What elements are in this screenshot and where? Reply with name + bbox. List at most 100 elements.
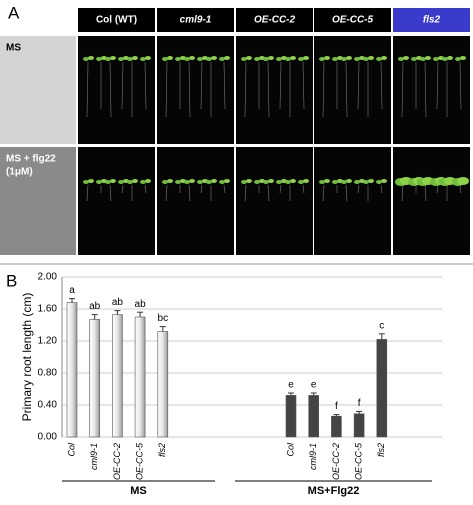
bar <box>66 302 78 438</box>
root <box>279 61 282 110</box>
root <box>279 184 282 194</box>
column-header-bg <box>236 8 313 32</box>
leaf <box>167 56 173 60</box>
leaf <box>189 179 195 183</box>
leaf <box>88 179 94 183</box>
seedling-photo <box>157 147 234 255</box>
leaf <box>197 180 203 184</box>
leaf <box>447 56 453 60</box>
root <box>459 184 462 194</box>
root <box>401 184 404 202</box>
root <box>345 184 348 202</box>
leaf <box>241 57 247 61</box>
y-tick-label: 1.20 <box>38 336 58 347</box>
leaf <box>298 57 304 61</box>
leaf <box>332 180 338 184</box>
bar <box>376 339 388 438</box>
leaf <box>105 57 111 61</box>
leaf <box>290 179 296 183</box>
leaf <box>268 56 274 60</box>
significance-letter: ab <box>112 297 124 308</box>
root <box>267 61 270 118</box>
leaf <box>420 57 426 61</box>
column-header-bg <box>157 8 234 32</box>
significance-letter: e <box>311 380 317 391</box>
column-header: OE-CC-2 <box>254 15 296 26</box>
leaf <box>285 180 291 184</box>
column-header: OE-CC-5 <box>332 15 374 26</box>
leaf <box>303 179 309 183</box>
x-tick-label: OE-CC-2 <box>331 443 341 480</box>
x-tick-label: fls2 <box>157 443 167 457</box>
significance-letter: e <box>288 380 294 391</box>
seedling-photo <box>78 36 155 144</box>
significance-letter: bc <box>158 313 169 324</box>
root <box>424 184 427 202</box>
leaf <box>285 57 291 61</box>
leaf <box>433 57 439 61</box>
x-tick-label: OE-CC-5 <box>134 442 144 480</box>
bar <box>331 415 342 438</box>
leaf <box>319 180 325 184</box>
leaf <box>376 57 382 61</box>
bar <box>157 331 169 438</box>
leaf <box>145 179 151 183</box>
leaf <box>162 57 168 61</box>
leaf <box>354 57 360 61</box>
root <box>322 61 325 118</box>
group-label: MS <box>130 485 147 497</box>
leaf <box>132 179 138 183</box>
seedling-photo <box>157 36 234 144</box>
leaf <box>145 56 151 60</box>
bar <box>89 319 100 438</box>
leaf <box>425 56 431 60</box>
leaf <box>224 179 230 183</box>
row-label-bg <box>0 36 76 144</box>
row-label: MS + flg22 <box>6 154 56 165</box>
root <box>244 184 247 202</box>
leaf <box>254 57 260 61</box>
leaf <box>246 56 252 60</box>
leaf <box>219 57 225 61</box>
root <box>302 61 305 110</box>
leaf <box>127 57 133 61</box>
panel-label: B <box>6 271 17 290</box>
root <box>223 184 226 194</box>
root <box>459 61 462 110</box>
seedling-photo <box>236 36 313 144</box>
significance-letter: a <box>69 285 75 296</box>
significance-letter: ab <box>135 299 147 310</box>
bar <box>308 395 320 438</box>
leaf <box>96 57 102 61</box>
leaf <box>460 56 466 60</box>
root <box>121 184 124 194</box>
leaf <box>324 179 330 183</box>
root <box>121 61 124 110</box>
leaf <box>368 179 374 183</box>
leaf <box>368 56 374 60</box>
leaf <box>346 56 352 60</box>
seedling-photo <box>78 147 155 255</box>
leaf <box>346 179 352 183</box>
leaf <box>184 180 190 184</box>
leaf <box>118 57 124 61</box>
bar <box>112 314 123 438</box>
leaf <box>303 56 309 60</box>
group-label: MS+Flg22 <box>308 485 360 497</box>
leaf <box>110 179 116 183</box>
root <box>380 61 383 110</box>
bar <box>285 395 297 438</box>
leaf <box>411 57 417 61</box>
leaf <box>363 180 369 184</box>
y-tick-label: 0.80 <box>38 368 58 379</box>
leaf <box>96 180 102 184</box>
significance-letter: c <box>379 320 384 331</box>
root <box>109 184 112 202</box>
y-tick-label: 0.00 <box>38 432 58 443</box>
leaf <box>381 56 387 60</box>
panel-label: A <box>8 3 20 22</box>
leaf <box>442 57 448 61</box>
leaf <box>175 57 181 61</box>
leaf <box>398 57 404 61</box>
root <box>144 184 147 194</box>
